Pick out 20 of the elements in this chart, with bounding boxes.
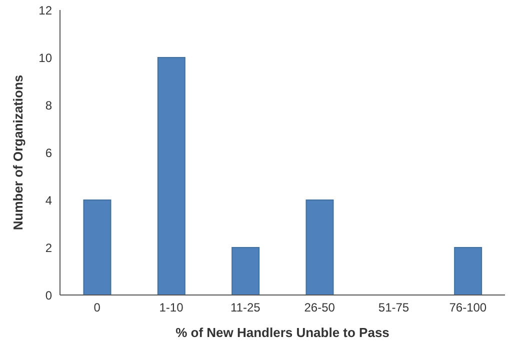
- bar: [83, 200, 112, 295]
- y-tick-label: 6: [45, 146, 52, 160]
- y-tick-label: 12: [38, 3, 52, 18]
- x-tick-label: 0: [94, 300, 101, 315]
- x-tick-label: 11-25: [230, 300, 261, 315]
- x-tick-label: 51-75: [378, 300, 410, 315]
- bar: [232, 247, 260, 295]
- bar: [157, 57, 186, 295]
- bar: [306, 200, 334, 295]
- x-tick-label: 76-100: [449, 300, 487, 315]
- x-tick-label: 1-10: [159, 300, 184, 315]
- y-tick-label: 0: [45, 288, 52, 302]
- y-tick-label: 2: [45, 240, 52, 255]
- y-tick-label: 8: [45, 98, 52, 112]
- y-tick-label: 10: [38, 50, 52, 65]
- bar: [454, 247, 482, 295]
- y-tick-label: 4: [45, 193, 52, 208]
- x-axis-title: % of New Handlers Unable to Pass: [176, 325, 390, 340]
- x-tick-label: 26-50: [304, 300, 336, 315]
- y-axis-title: Number of Organizations: [10, 74, 26, 230]
